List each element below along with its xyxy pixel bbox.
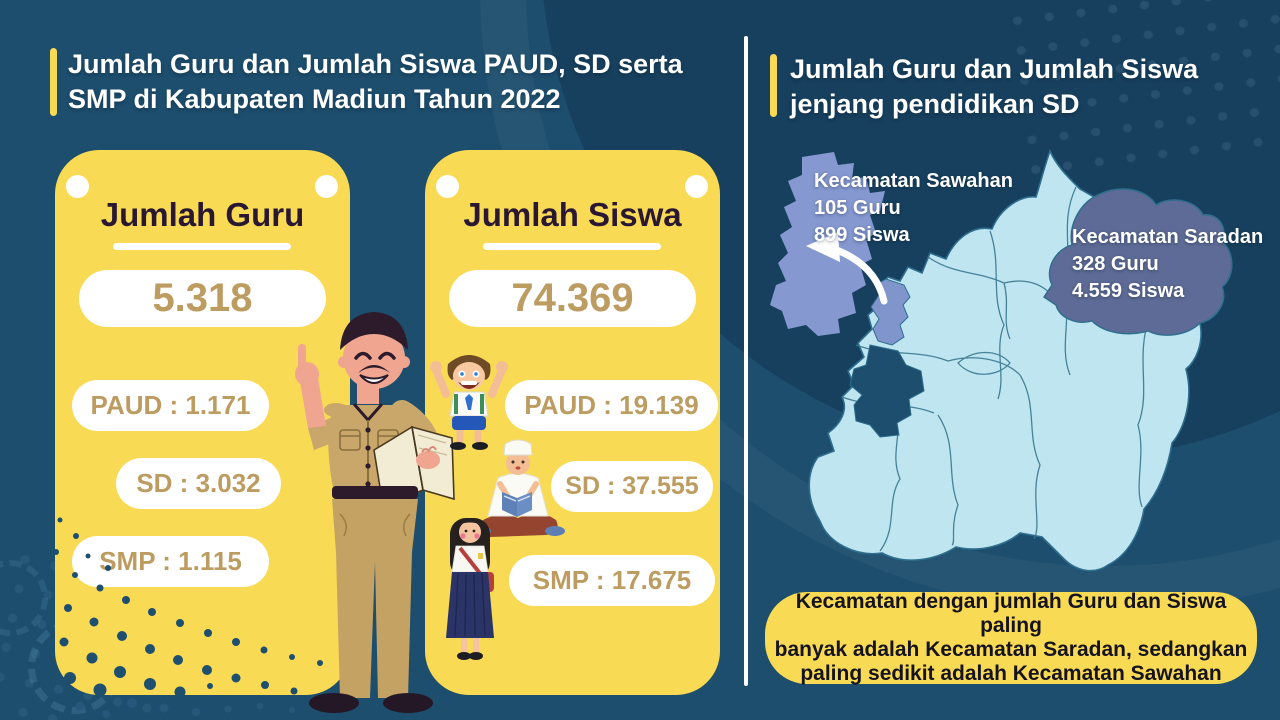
saradan-siswa: 4.559 Siswa	[1072, 280, 1185, 302]
note-line-3: paling sedikit adalah Kecamatan Sawahan	[800, 662, 1222, 685]
kabupaten-madiun-district-map	[770, 148, 1233, 572]
siswa-sd-value: SD : 37.555	[551, 461, 713, 512]
card-title-underline	[483, 243, 661, 250]
student-girl-illustration	[446, 518, 494, 660]
sawahan-name: Kecamatan Sawahan	[814, 170, 1013, 192]
student-boy-cheering-illustration	[430, 355, 508, 450]
sawahan-map-label: Kecamatan Sawahan 105 Guru 899 Siswa	[814, 168, 1013, 249]
teacher-civil-servant-illustration	[295, 312, 455, 713]
saradan-map-label: Kecamatan Saradan 328 Guru 4.559 Siswa	[1072, 224, 1263, 305]
right-title-line-1: Jumlah Guru dan Jumlah Siswa	[790, 54, 1199, 84]
panel-divider	[744, 36, 748, 686]
note-line-2: banyak adalah Kecamatan Saradan, sedangk…	[774, 638, 1248, 661]
card-corner-dot	[685, 175, 708, 198]
siswa-total-value: 74.369	[449, 270, 696, 327]
map-region-saradan	[1043, 188, 1233, 336]
note-line-1: Kecamatan dengan jumlah Guru dan Siswa p…	[795, 590, 1227, 637]
guru-sd-value: SD : 3.032	[116, 458, 281, 509]
card-title-underline	[113, 243, 291, 250]
right-title-line-2: jenjang pendidikan SD	[790, 89, 1080, 119]
guru-total-value: 5.318	[79, 270, 326, 327]
card-corner-dot	[315, 175, 338, 198]
left-title-line-1: Jumlah Guru dan Jumlah Siswa PAUD, SD se…	[68, 49, 683, 79]
siswa-smp-value: SMP : 17.675	[509, 555, 715, 606]
student-boy-reading-illustration	[471, 439, 565, 537]
card-corner-dot	[66, 175, 89, 198]
saradan-name: Kecamatan Saradan	[1072, 226, 1264, 248]
left-title-line-2: SMP di Kabupaten Madiun Tahun 2022	[68, 84, 561, 114]
guru-smp-value: SMP : 1.115	[72, 536, 269, 587]
sawahan-guru: 105 Guru	[814, 197, 901, 219]
teacher-legs	[309, 486, 433, 713]
conclusion-note: Kecamatan dengan jumlah Guru dan Siswa p…	[765, 590, 1257, 685]
map-region-city-hole	[849, 344, 925, 438]
card-title: Jumlah Siswa	[463, 196, 682, 233]
card-corner-dot	[436, 175, 459, 198]
card-jumlah-guru: Jumlah Guru 5.318 PAUD : 1.171 SD : 3.03…	[55, 150, 350, 695]
right-title-accent-bar	[770, 54, 777, 117]
siswa-paud-value: PAUD : 19.139	[505, 380, 718, 431]
right-panel-title: Jumlah Guru dan Jumlah Siswa jenjang pen…	[790, 52, 1260, 122]
card-title: Jumlah Guru	[100, 196, 305, 233]
guru-paud-value: PAUD : 1.171	[72, 380, 269, 431]
left-panel-title: Jumlah Guru dan Jumlah Siswa PAUD, SD se…	[68, 47, 728, 117]
sawahan-siswa: 899 Siswa	[814, 224, 910, 246]
ring-decoration-bottom-left-2	[0, 560, 48, 636]
map-callout-arrow-icon	[806, 232, 888, 305]
saradan-guru: 328 Guru	[1072, 253, 1159, 275]
teacher-head	[338, 312, 410, 404]
left-title-accent-bar	[50, 48, 57, 116]
